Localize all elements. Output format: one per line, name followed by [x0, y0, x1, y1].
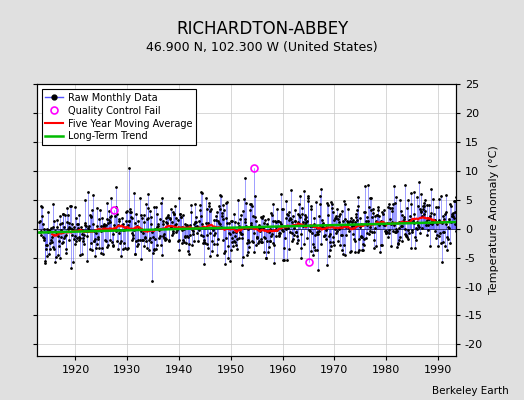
Text: RICHARDTON-ABBEY: RICHARDTON-ABBEY: [176, 20, 348, 38]
Y-axis label: Temperature Anomaly (°C): Temperature Anomaly (°C): [488, 146, 499, 294]
Legend: Raw Monthly Data, Quality Control Fail, Five Year Moving Average, Long-Term Tren: Raw Monthly Data, Quality Control Fail, …: [41, 89, 196, 145]
Text: 46.900 N, 102.300 W (United States): 46.900 N, 102.300 W (United States): [146, 41, 378, 54]
Text: Berkeley Earth: Berkeley Earth: [432, 386, 508, 396]
